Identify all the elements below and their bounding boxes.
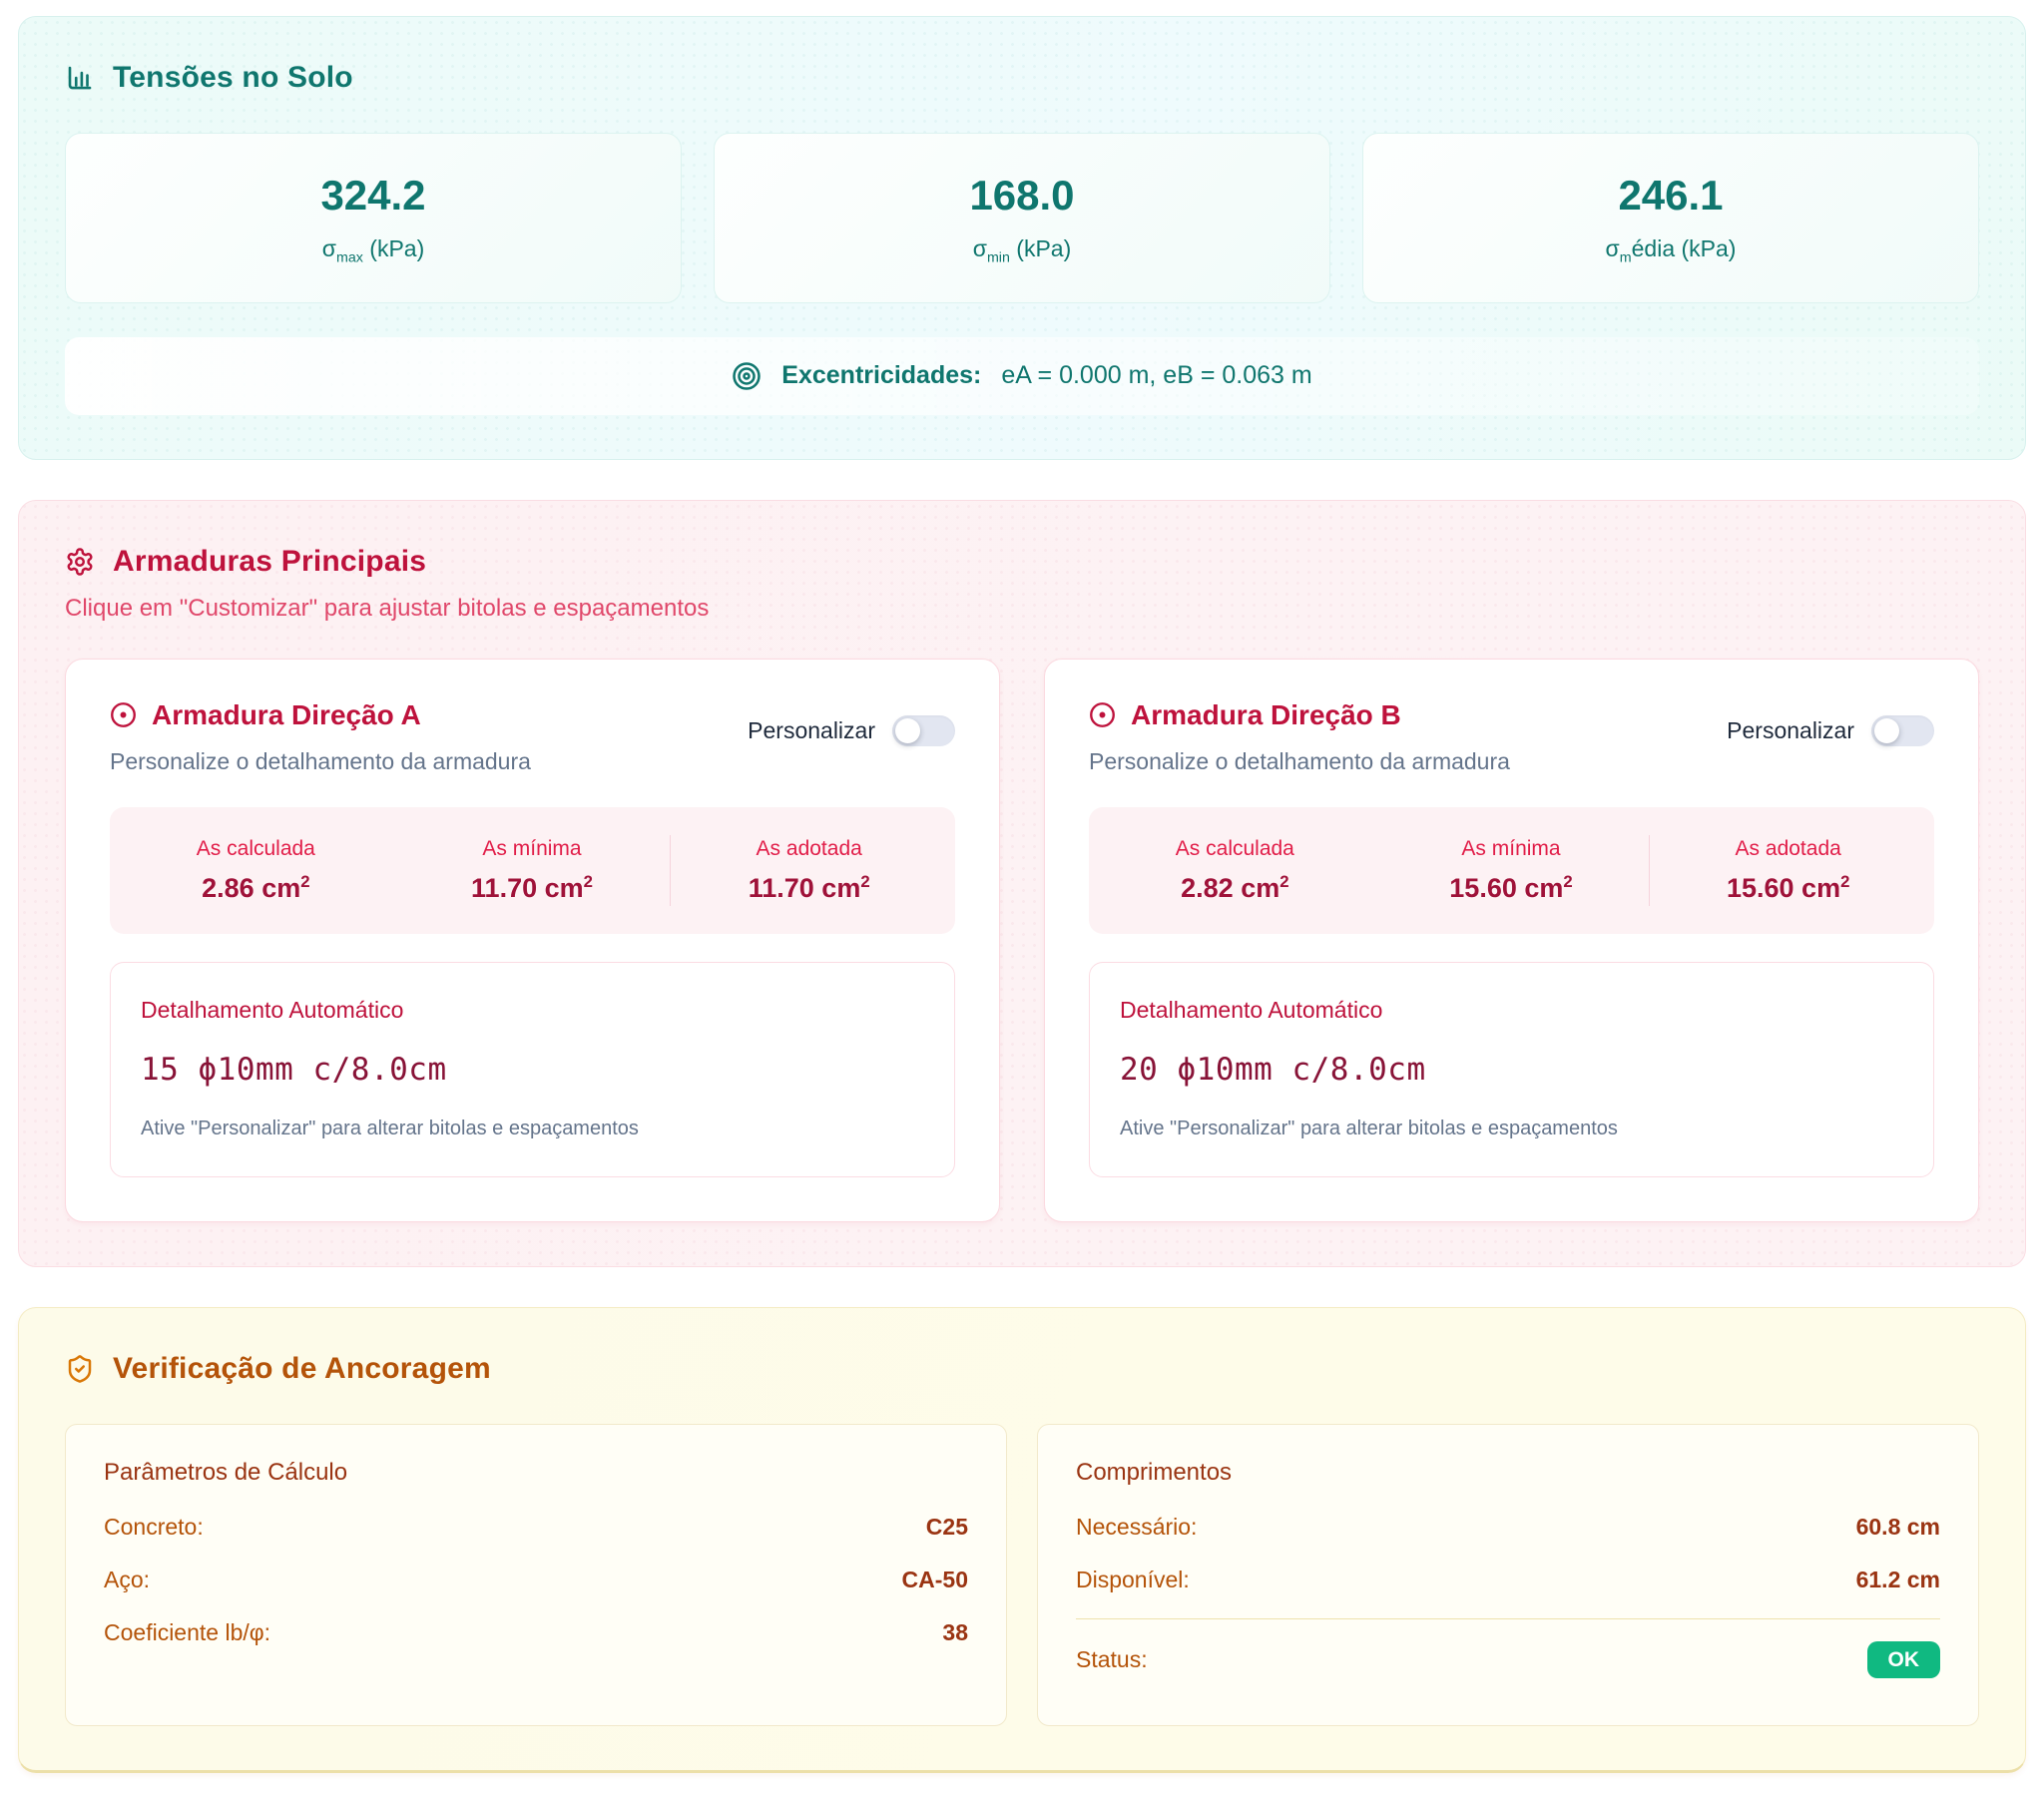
status-row: Status: OK [1076,1617,1940,1691]
stress-max-label: σmax (kPa) [321,235,425,266]
gear-icon [67,547,93,576]
as-calculated-stat: As calculada 2.86 cm2 [196,836,315,903]
steel-row: Aço: CA-50 [104,1566,968,1592]
detailing-note: Ative "Personalizar" para alterar bitola… [1120,1117,1618,1139]
stress-min-card: 168.0 σmin (kPa) [714,133,1330,303]
required-length-row: Necessário: 60.8 cm [1076,1513,1940,1540]
soil-section-title: Tensões no Solo [113,61,353,94]
shield-check-icon [68,1354,92,1383]
direction-a-card-header: Armadura Direção A Personalize o detalha… [110,699,955,775]
calc-parameters-title: Parâmetros de Cálculo [104,1458,348,1486]
stress-mean-value: 246.1 [1618,172,1724,219]
as-calculated-stat: As calculada 2.82 cm2 [1175,836,1294,903]
direction-b-bar-spec: 20 ϕ10mm c/8.0cm [1120,1051,1426,1088]
reinforcement-section-subtitle: Clique em "Customizar" para ajustar bito… [65,594,710,622]
anchorage-section-header: Verificação de Ancoragem [65,1352,1979,1386]
anchorage-cards-grid: Parâmetros de Cálculo Concreto: C25 Aço:… [65,1423,1979,1726]
stress-max-card: 324.2 σmax (kPa) [65,133,682,303]
soil-section-header: Tensões no Solo [65,61,1979,95]
direction-b-stats: As calculada 2.82 cm2 As mínima 15.60 cm… [1089,806,1934,934]
lengths-title: Comprimentos [1076,1458,1233,1486]
as-adopted-stat: As adotada 15.60 cm2 [1649,834,1926,906]
direction-b-card: Armadura Direção B Personalize o detalha… [1044,658,1979,1222]
circle-dot-icon [1090,702,1115,728]
direction-a-subtitle: Personalize o detalhamento da armadura [110,747,531,774]
direction-a-title: Armadura Direção A [152,698,421,730]
personalize-toggle-b[interactable] [1871,714,1934,746]
personalize-toggle-a[interactable] [892,714,955,746]
as-minimum-stat: As mínima 15.60 cm2 [1449,836,1573,903]
direction-a-stats: As calculada 2.86 cm2 As mínima 11.70 cm… [110,806,955,934]
status-badge: OK [1866,1640,1940,1678]
circle-dot-icon [111,702,136,728]
available-length-row: Disponível: 61.2 cm [1076,1566,1940,1592]
direction-b-title: Armadura Direção B [1131,698,1401,730]
stress-max-value: 324.2 [320,172,426,219]
stress-mean-card: 246.1 σmédia (kPa) [1362,133,1979,303]
calc-parameters-card: Parâmetros de Cálculo Concreto: C25 Aço:… [65,1423,1007,1726]
stress-min-value: 168.0 [969,172,1075,219]
lengths-card: Comprimentos Necessário: 60.8 cm Disponí… [1037,1423,1979,1726]
anchorage-section-title: Verificação de Ancoragem [113,1351,491,1385]
soil-stresses-section: Tensões no Solo 324.2 σmax (kPa) 168.0 σ… [18,16,2026,460]
direction-b-card-header: Armadura Direção B Personalize o detalha… [1089,699,1934,775]
personalize-toggle-group-b: Personalizar [1727,714,1934,746]
eccentricities-row: Excentricidades: eA = 0.000 m, eB = 0.06… [65,336,1979,415]
reinforcement-section-title: Armaduras Principais [113,544,427,578]
direction-a-bar-spec: 15 ϕ10mm c/8.0cm [141,1051,447,1088]
direction-b-detailing-box: Detalhamento Automático 20 ϕ10mm c/8.0cm… [1089,961,1934,1177]
eccentricities-value: eA = 0.000 m, eB = 0.063 m [1001,361,1312,390]
detailing-title: Detalhamento Automático [1120,996,1383,1023]
personalize-toggle-label: Personalizar [1727,716,1854,743]
reinforcement-section-header: Armaduras Principais [65,545,1979,579]
personalize-toggle-group-a: Personalizar [748,714,955,746]
personalize-toggle-label: Personalizar [748,716,875,743]
bar-chart-icon [68,66,92,90]
anchorage-verification-section: Verificação de Ancoragem Parâmetros de C… [18,1306,2026,1773]
toggle-knob [1874,717,1899,743]
reinforcement-cards-grid: Armadura Direção A Personalize o detalha… [65,658,1979,1222]
stress-min-label: σmin (kPa) [972,235,1072,266]
coefficient-row: Coeficiente lb/φ: 38 [104,1618,968,1645]
eccentricities-label: Excentricidades: [781,361,982,390]
concrete-row: Concreto: C25 [104,1513,968,1540]
target-icon [733,361,762,390]
direction-a-card: Armadura Direção A Personalize o detalha… [65,658,1000,1222]
detailing-note: Ative "Personalizar" para alterar bitola… [141,1117,639,1139]
direction-a-detailing-box: Detalhamento Automático 15 ϕ10mm c/8.0cm… [110,961,955,1177]
detailing-title: Detalhamento Automático [141,996,404,1023]
main-reinforcement-section: Armaduras Principais Clique em "Customiz… [18,499,2026,1267]
as-minimum-stat: As mínima 11.70 cm2 [471,836,593,903]
soil-stats-grid: 324.2 σmax (kPa) 168.0 σmin (kPa) 246.1 … [65,133,1979,303]
toggle-knob [895,717,920,743]
direction-b-subtitle: Personalize o detalhamento da armadura [1089,747,1510,774]
stress-mean-label: σmédia (kPa) [1605,235,1737,266]
as-adopted-stat: As adotada 11.70 cm2 [670,834,947,906]
